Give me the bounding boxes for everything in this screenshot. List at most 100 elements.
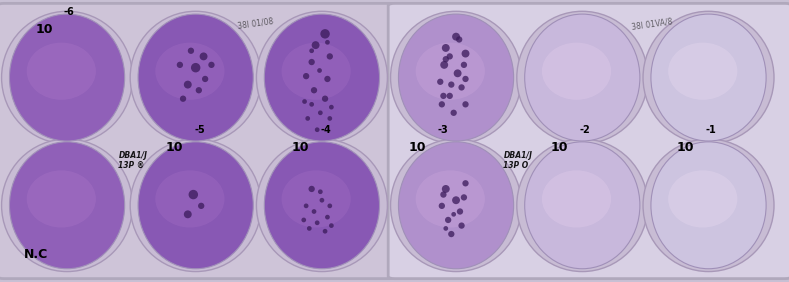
Ellipse shape (416, 43, 484, 100)
Ellipse shape (651, 142, 766, 269)
Ellipse shape (416, 170, 484, 228)
Ellipse shape (517, 11, 648, 144)
Ellipse shape (442, 44, 450, 52)
Text: 10: 10 (409, 141, 426, 154)
Ellipse shape (324, 76, 331, 82)
Text: 10: 10 (36, 23, 53, 36)
Text: 38l 01/08: 38l 01/08 (237, 17, 274, 31)
Ellipse shape (329, 223, 334, 228)
Ellipse shape (451, 212, 456, 217)
Ellipse shape (309, 102, 314, 107)
Ellipse shape (308, 186, 315, 192)
Text: 10: 10 (677, 141, 694, 154)
Ellipse shape (448, 231, 454, 237)
Ellipse shape (451, 110, 457, 116)
Ellipse shape (327, 204, 332, 208)
Ellipse shape (184, 210, 192, 218)
Text: 10: 10 (292, 141, 309, 154)
Ellipse shape (155, 170, 224, 228)
Ellipse shape (318, 190, 323, 194)
Ellipse shape (320, 29, 330, 39)
Ellipse shape (202, 76, 208, 82)
Ellipse shape (315, 221, 320, 225)
Ellipse shape (318, 111, 323, 115)
Ellipse shape (191, 63, 200, 72)
Ellipse shape (643, 139, 774, 272)
Ellipse shape (312, 209, 316, 214)
Ellipse shape (440, 93, 447, 99)
Ellipse shape (264, 142, 380, 269)
Ellipse shape (447, 93, 453, 99)
Text: 10: 10 (551, 141, 568, 154)
Ellipse shape (462, 180, 469, 186)
Ellipse shape (443, 56, 449, 62)
Text: DBA1/J
13P ®: DBA1/J 13P ® (118, 151, 148, 170)
Ellipse shape (2, 11, 133, 144)
Ellipse shape (668, 43, 737, 100)
Ellipse shape (323, 229, 327, 233)
Ellipse shape (462, 50, 469, 58)
Ellipse shape (155, 43, 224, 100)
Ellipse shape (439, 101, 445, 107)
Ellipse shape (517, 139, 648, 272)
Ellipse shape (307, 226, 312, 231)
Ellipse shape (130, 139, 261, 272)
Ellipse shape (452, 196, 460, 204)
Ellipse shape (437, 79, 443, 85)
Ellipse shape (305, 116, 310, 121)
Text: -1: -1 (705, 125, 716, 135)
Ellipse shape (668, 170, 737, 228)
Ellipse shape (457, 208, 463, 215)
Ellipse shape (327, 116, 332, 121)
Ellipse shape (256, 11, 387, 144)
Ellipse shape (302, 99, 307, 104)
Ellipse shape (542, 170, 611, 228)
Ellipse shape (130, 11, 261, 144)
Ellipse shape (303, 73, 309, 79)
Ellipse shape (308, 59, 315, 65)
Ellipse shape (304, 204, 308, 208)
Ellipse shape (264, 14, 380, 141)
Ellipse shape (440, 61, 448, 69)
Ellipse shape (282, 43, 350, 100)
Ellipse shape (177, 62, 183, 68)
Text: N.C: N.C (24, 248, 48, 261)
Ellipse shape (458, 84, 465, 91)
Ellipse shape (445, 217, 451, 223)
Text: 38l 01VA/8: 38l 01VA/8 (631, 17, 673, 32)
Ellipse shape (188, 48, 194, 54)
Text: -6: -6 (64, 7, 75, 17)
Ellipse shape (256, 139, 387, 272)
Ellipse shape (462, 101, 469, 107)
Text: -2: -2 (579, 125, 590, 135)
Ellipse shape (282, 170, 350, 228)
Text: -5: -5 (194, 125, 205, 135)
Ellipse shape (138, 142, 253, 269)
Ellipse shape (458, 222, 465, 229)
Ellipse shape (443, 226, 448, 231)
Ellipse shape (448, 81, 454, 88)
Ellipse shape (525, 14, 640, 141)
Text: -4: -4 (320, 125, 331, 135)
Ellipse shape (525, 142, 640, 269)
Ellipse shape (325, 215, 330, 219)
Ellipse shape (317, 68, 322, 73)
Ellipse shape (325, 40, 330, 45)
FancyBboxPatch shape (0, 3, 395, 279)
Text: -3: -3 (437, 125, 448, 135)
Ellipse shape (461, 194, 467, 201)
Ellipse shape (301, 218, 306, 222)
Ellipse shape (398, 14, 514, 141)
Ellipse shape (315, 127, 320, 132)
Ellipse shape (322, 96, 328, 102)
Ellipse shape (454, 69, 462, 77)
Ellipse shape (184, 81, 192, 89)
Ellipse shape (196, 87, 202, 93)
Text: 10: 10 (166, 141, 183, 154)
Ellipse shape (452, 33, 460, 41)
Ellipse shape (643, 11, 774, 144)
Ellipse shape (208, 62, 215, 68)
Ellipse shape (442, 185, 450, 193)
Ellipse shape (311, 87, 317, 93)
Ellipse shape (542, 43, 611, 100)
